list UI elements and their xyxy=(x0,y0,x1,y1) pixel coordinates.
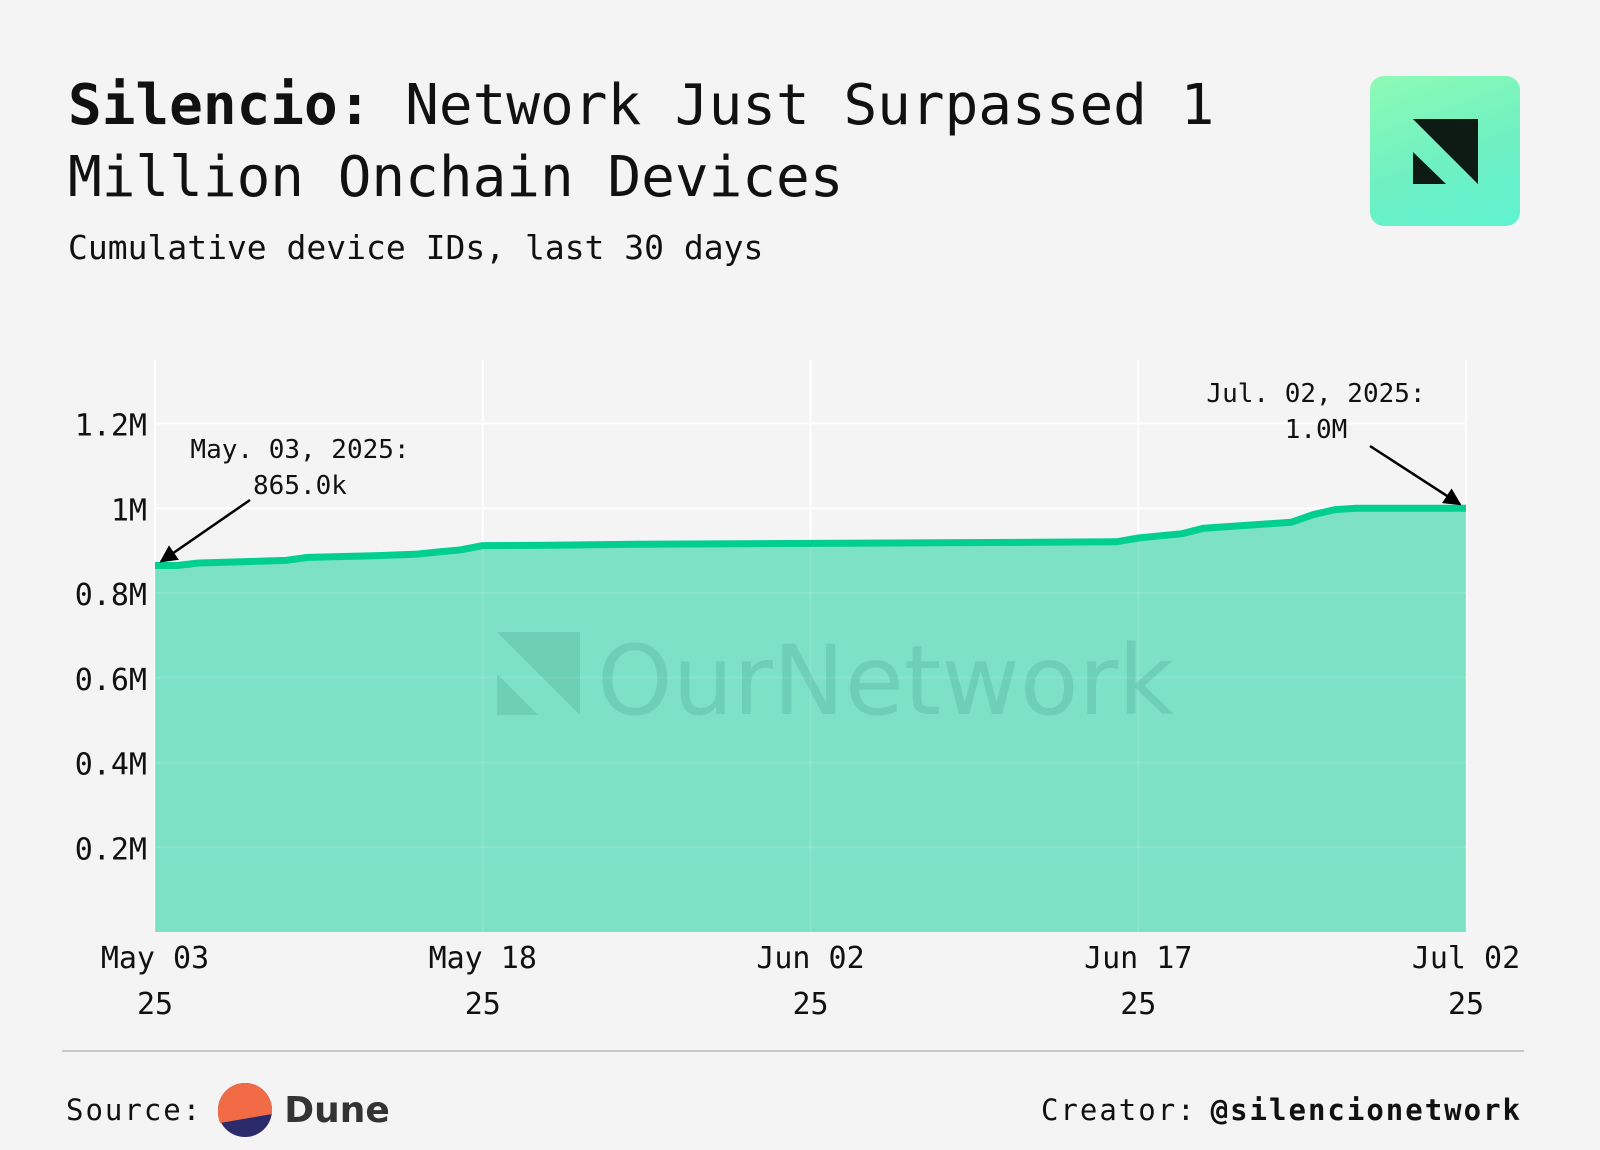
chart-subtitle: Cumulative device IDs, last 30 days xyxy=(68,228,764,267)
series-line xyxy=(155,504,1466,569)
y-tick-label: 0.2M xyxy=(75,832,147,867)
creator-block: Creator: @silencionetwork xyxy=(1041,1082,1522,1138)
y-tick-label: 0.4M xyxy=(75,748,147,783)
x-tick-year-label: 25 xyxy=(465,987,501,1022)
x-tick-year-label: 25 xyxy=(137,987,173,1022)
x-tick-year-label: 25 xyxy=(1120,987,1156,1022)
series-area xyxy=(155,508,1466,932)
source-name: Dune xyxy=(284,1089,390,1131)
y-tick-label: 0.8M xyxy=(75,578,147,613)
footer-divider xyxy=(62,1050,1524,1052)
x-tick-label: May 18 xyxy=(429,941,537,976)
ournetwork-logo-icon xyxy=(1370,76,1520,226)
source-label: Source: xyxy=(66,1093,203,1127)
chart-plot: OurNetwork 0.2M 0.4M 0.6M 0.8M 1M 1.2M May 03 25… xyxy=(75,360,1520,1022)
annotation-date: Jul. 02, 2025: xyxy=(1206,379,1425,409)
x-tick-year-label: 25 xyxy=(792,987,828,1022)
creator-handle: @silencionetwork xyxy=(1210,1093,1522,1127)
title-bold: Silencio: xyxy=(68,73,372,138)
annotation-value: 1.0M xyxy=(1285,415,1348,445)
chart-title: Silencio: Network Just Surpassed 1 Milli… xyxy=(68,70,1298,214)
x-tick-label: Jul 02 xyxy=(1412,941,1520,976)
x-tick-year-label: 25 xyxy=(1448,987,1484,1022)
creator-label: Creator: xyxy=(1040,1093,1197,1127)
dune-logo-icon xyxy=(218,1083,273,1137)
watermark-text: OurNetwork xyxy=(597,625,1174,737)
annotation-arrow xyxy=(159,498,251,563)
x-tick-label: Jun 17 xyxy=(1084,941,1192,976)
y-tick-label: 1.2M xyxy=(75,409,147,444)
watermark-logo-icon xyxy=(497,632,580,715)
title-rest: Network Just Surpassed 1 Million Onchain… xyxy=(68,73,1215,210)
x-tick-label: Jun 02 xyxy=(756,941,864,976)
y-tick-label: 1M xyxy=(111,493,147,528)
source-block: Source: Dune xyxy=(66,1082,390,1138)
y-tick-label: 0.6M xyxy=(75,663,147,698)
annotation-arrow xyxy=(1369,444,1462,506)
annotation-date: May. 03, 2025: xyxy=(190,435,409,465)
annotation-value: 865.0k xyxy=(253,471,347,501)
x-tick-label: May 03 xyxy=(101,941,209,976)
